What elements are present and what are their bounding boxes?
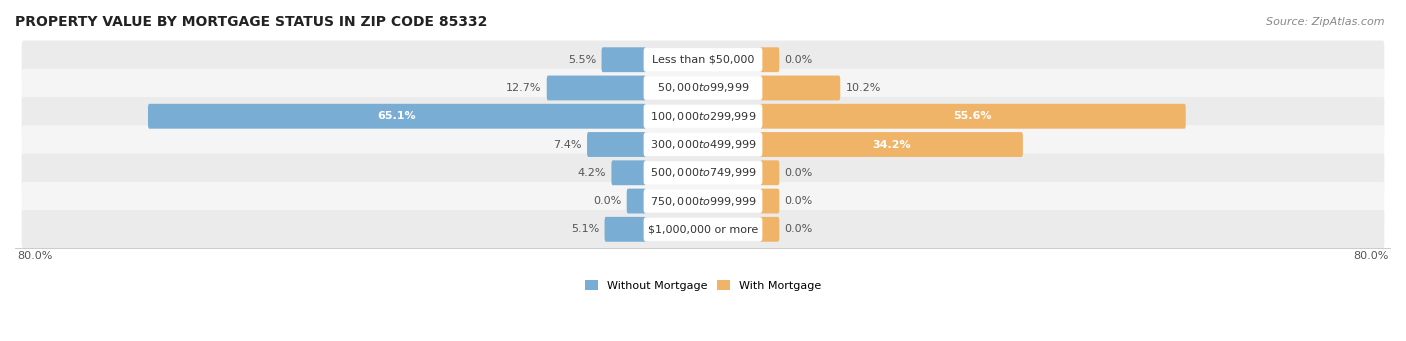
FancyBboxPatch shape bbox=[644, 190, 762, 213]
Text: 0.0%: 0.0% bbox=[785, 55, 813, 65]
Text: 5.5%: 5.5% bbox=[568, 55, 596, 65]
Text: 0.0%: 0.0% bbox=[785, 196, 813, 206]
FancyBboxPatch shape bbox=[644, 218, 762, 241]
FancyBboxPatch shape bbox=[761, 104, 1185, 129]
FancyBboxPatch shape bbox=[644, 48, 762, 71]
Text: 80.0%: 80.0% bbox=[1353, 251, 1389, 261]
FancyBboxPatch shape bbox=[21, 97, 1385, 135]
FancyBboxPatch shape bbox=[644, 133, 762, 156]
FancyBboxPatch shape bbox=[761, 189, 779, 213]
Text: 4.2%: 4.2% bbox=[578, 168, 606, 178]
FancyBboxPatch shape bbox=[644, 76, 762, 100]
Text: 12.7%: 12.7% bbox=[506, 83, 541, 93]
Text: $750,000 to $999,999: $750,000 to $999,999 bbox=[650, 195, 756, 208]
FancyBboxPatch shape bbox=[761, 132, 1024, 157]
Text: 34.2%: 34.2% bbox=[872, 139, 911, 149]
Text: 0.0%: 0.0% bbox=[785, 168, 813, 178]
Text: $50,000 to $99,999: $50,000 to $99,999 bbox=[657, 81, 749, 94]
FancyBboxPatch shape bbox=[761, 160, 779, 185]
FancyBboxPatch shape bbox=[21, 69, 1385, 107]
FancyBboxPatch shape bbox=[627, 189, 645, 213]
FancyBboxPatch shape bbox=[761, 76, 841, 100]
Text: 0.0%: 0.0% bbox=[785, 224, 813, 234]
FancyBboxPatch shape bbox=[605, 217, 645, 242]
FancyBboxPatch shape bbox=[612, 160, 645, 185]
FancyBboxPatch shape bbox=[21, 210, 1385, 249]
Text: 5.1%: 5.1% bbox=[571, 224, 599, 234]
FancyBboxPatch shape bbox=[148, 104, 645, 129]
FancyBboxPatch shape bbox=[21, 41, 1385, 79]
Text: Less than $50,000: Less than $50,000 bbox=[652, 55, 754, 65]
Text: 0.0%: 0.0% bbox=[593, 196, 621, 206]
FancyBboxPatch shape bbox=[602, 47, 645, 72]
Text: 10.2%: 10.2% bbox=[845, 83, 882, 93]
Text: Source: ZipAtlas.com: Source: ZipAtlas.com bbox=[1267, 17, 1385, 27]
Text: 7.4%: 7.4% bbox=[553, 139, 582, 149]
Text: $300,000 to $499,999: $300,000 to $499,999 bbox=[650, 138, 756, 151]
Text: 55.6%: 55.6% bbox=[953, 111, 993, 121]
Text: 65.1%: 65.1% bbox=[378, 111, 416, 121]
Text: 80.0%: 80.0% bbox=[17, 251, 53, 261]
FancyBboxPatch shape bbox=[644, 161, 762, 184]
FancyBboxPatch shape bbox=[761, 47, 779, 72]
Legend: Without Mortgage, With Mortgage: Without Mortgage, With Mortgage bbox=[581, 276, 825, 295]
FancyBboxPatch shape bbox=[588, 132, 645, 157]
Text: $100,000 to $299,999: $100,000 to $299,999 bbox=[650, 110, 756, 123]
FancyBboxPatch shape bbox=[547, 76, 645, 100]
FancyBboxPatch shape bbox=[21, 153, 1385, 192]
Text: $500,000 to $749,999: $500,000 to $749,999 bbox=[650, 166, 756, 179]
Text: $1,000,000 or more: $1,000,000 or more bbox=[648, 224, 758, 234]
FancyBboxPatch shape bbox=[21, 125, 1385, 164]
FancyBboxPatch shape bbox=[21, 182, 1385, 220]
Text: PROPERTY VALUE BY MORTGAGE STATUS IN ZIP CODE 85332: PROPERTY VALUE BY MORTGAGE STATUS IN ZIP… bbox=[15, 15, 488, 29]
FancyBboxPatch shape bbox=[644, 105, 762, 128]
FancyBboxPatch shape bbox=[761, 217, 779, 242]
